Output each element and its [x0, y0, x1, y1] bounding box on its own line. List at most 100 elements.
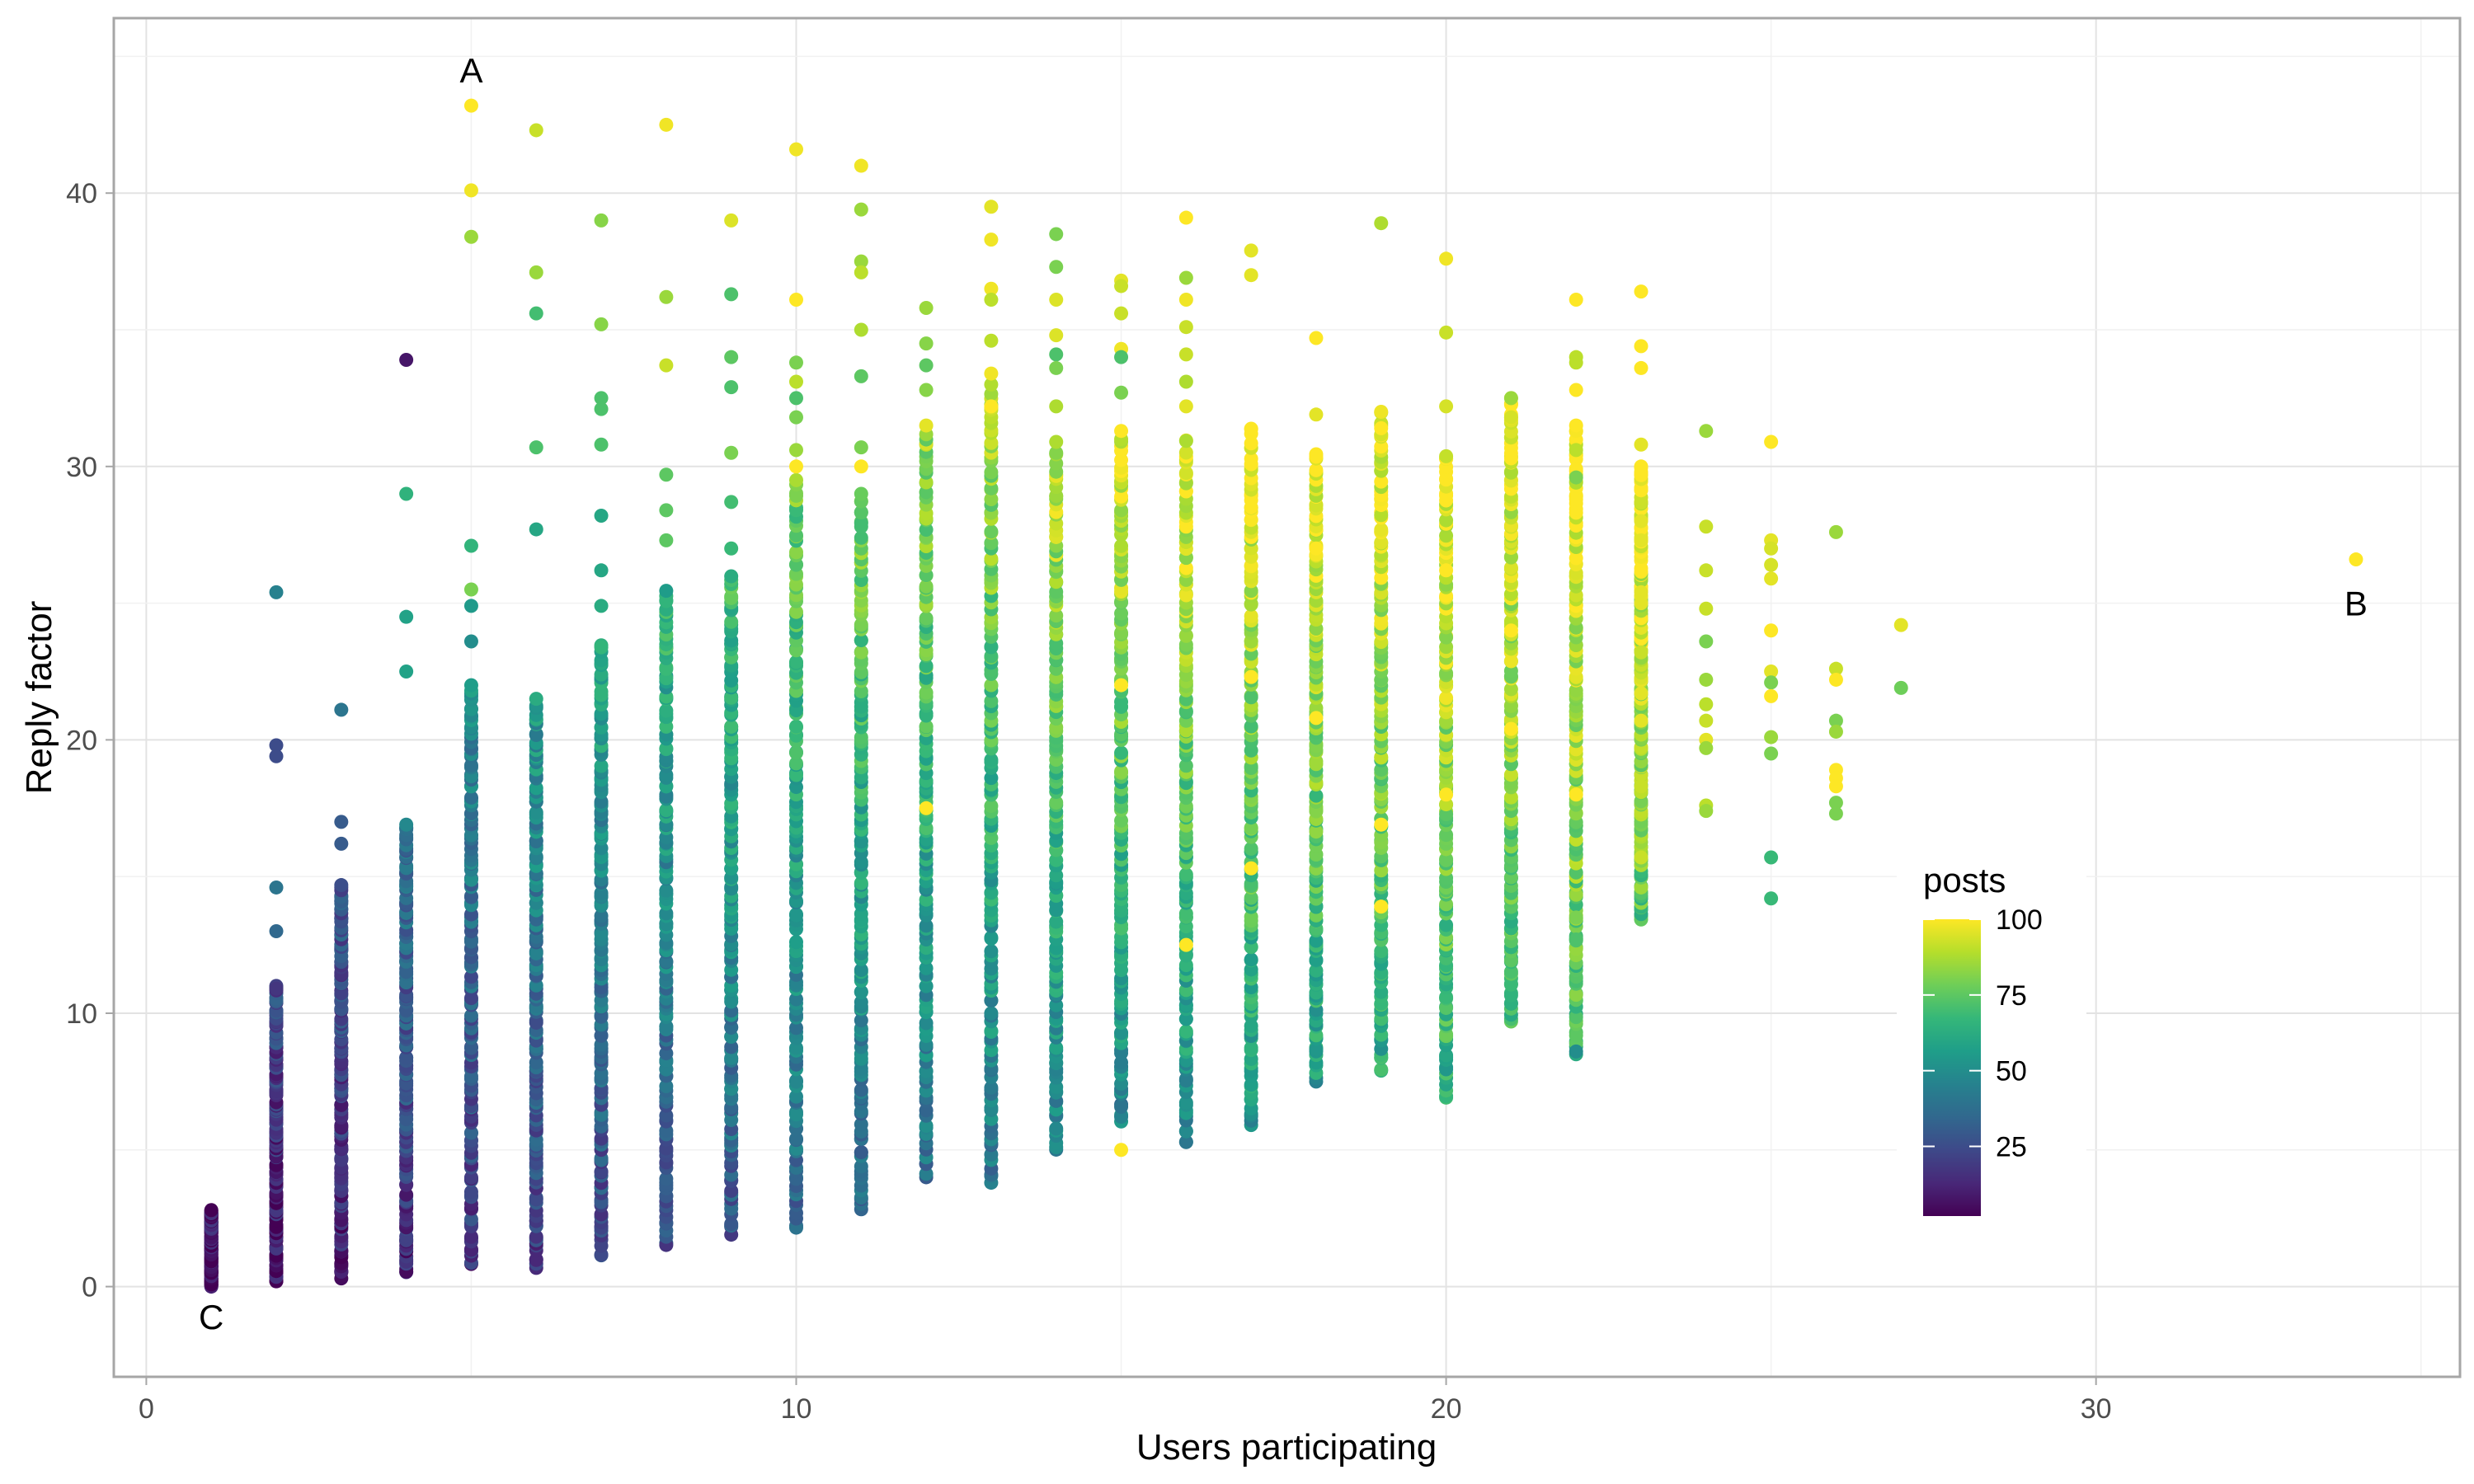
data-point [919, 523, 934, 538]
data-point [984, 1024, 999, 1039]
data-point [984, 481, 999, 495]
data-point [594, 885, 609, 900]
data-point [854, 645, 868, 660]
legend-ticks: 25 50 75 100 [1923, 904, 2043, 1163]
data-point [1309, 757, 1324, 772]
data-point [334, 878, 349, 893]
data-point [1178, 906, 1193, 921]
data-point [1374, 420, 1389, 435]
data-point [854, 459, 868, 474]
data-point [1178, 1024, 1193, 1039]
data-point [724, 1040, 739, 1054]
legend-tick-label: 75 [1996, 980, 2027, 1012]
data-point [463, 634, 478, 649]
data-point [269, 880, 284, 895]
data-point [1439, 251, 1454, 266]
data-point [1439, 918, 1454, 932]
data-point [1114, 1143, 1129, 1158]
data-point [984, 771, 999, 786]
data-point [1634, 339, 1649, 354]
data-point [1049, 260, 1064, 275]
data-point [1634, 533, 1649, 547]
data-point [854, 683, 868, 698]
data-point [788, 604, 803, 619]
data-point [1374, 216, 1389, 231]
data-point [1049, 227, 1064, 242]
data-point [463, 1125, 478, 1140]
data-point [529, 1015, 543, 1030]
data-point [1503, 465, 1518, 480]
data-point [1699, 634, 1714, 649]
data-point [1503, 451, 1518, 466]
data-point [1114, 424, 1129, 439]
data-point [594, 841, 609, 856]
data-point [1244, 451, 1258, 466]
data-point [1569, 887, 1583, 902]
data-point [1634, 880, 1649, 895]
data-point [919, 685, 934, 700]
data-point [984, 930, 999, 945]
data-point [1049, 445, 1064, 460]
data-point [269, 981, 284, 996]
data-point [724, 569, 739, 584]
data-point [984, 1006, 999, 1021]
data-point [594, 317, 609, 331]
data-point [984, 293, 999, 308]
data-point [463, 183, 478, 198]
data-point [1634, 686, 1649, 701]
data-point [854, 995, 868, 1010]
data-point [1503, 623, 1518, 638]
data-point [1244, 719, 1258, 734]
data-point [919, 1016, 934, 1031]
data-point [919, 383, 934, 397]
data-point [854, 530, 868, 545]
data-point [984, 799, 999, 814]
data-point [1114, 764, 1129, 779]
data-point [529, 1229, 543, 1244]
data-point [1828, 524, 1843, 539]
data-point [1374, 984, 1389, 999]
data-point [1244, 841, 1258, 856]
data-point [984, 333, 999, 348]
y-axis-title: Reply factor [19, 601, 59, 795]
data-point [1374, 474, 1389, 489]
data-point [724, 350, 739, 364]
data-point [659, 803, 674, 818]
data-point [1634, 850, 1649, 865]
data-points [204, 98, 2363, 1294]
data-point [1764, 675, 1779, 690]
y-tick-label: 0 [82, 1272, 97, 1303]
data-point [659, 1172, 674, 1186]
data-point [984, 536, 999, 551]
data-point [788, 1107, 803, 1122]
data-point [919, 960, 934, 975]
data-point [919, 358, 934, 373]
data-point [463, 582, 478, 597]
data-point [1178, 434, 1193, 448]
legend-tick-label: 100 [1996, 904, 2043, 936]
data-point [594, 213, 609, 228]
data-point [724, 994, 739, 1009]
annotation-label: B [2345, 585, 2368, 623]
data-point [919, 1167, 934, 1181]
data-point [854, 254, 868, 269]
colorbar [1923, 919, 1981, 1216]
data-point [1244, 690, 1258, 705]
data-point [788, 1021, 803, 1036]
data-point [1634, 284, 1649, 299]
data-point [529, 727, 543, 742]
data-point [1049, 608, 1064, 623]
annotation-label: A [459, 51, 482, 90]
data-point [1893, 680, 1908, 695]
data-point [1244, 500, 1258, 515]
data-point [919, 918, 934, 933]
data-point [919, 418, 934, 433]
data-point [1828, 713, 1843, 728]
data-point [1439, 1048, 1454, 1063]
data-point [1503, 682, 1518, 697]
data-point [788, 643, 803, 658]
data-point [1244, 952, 1258, 967]
data-point [788, 768, 803, 782]
data-point [1764, 571, 1779, 586]
